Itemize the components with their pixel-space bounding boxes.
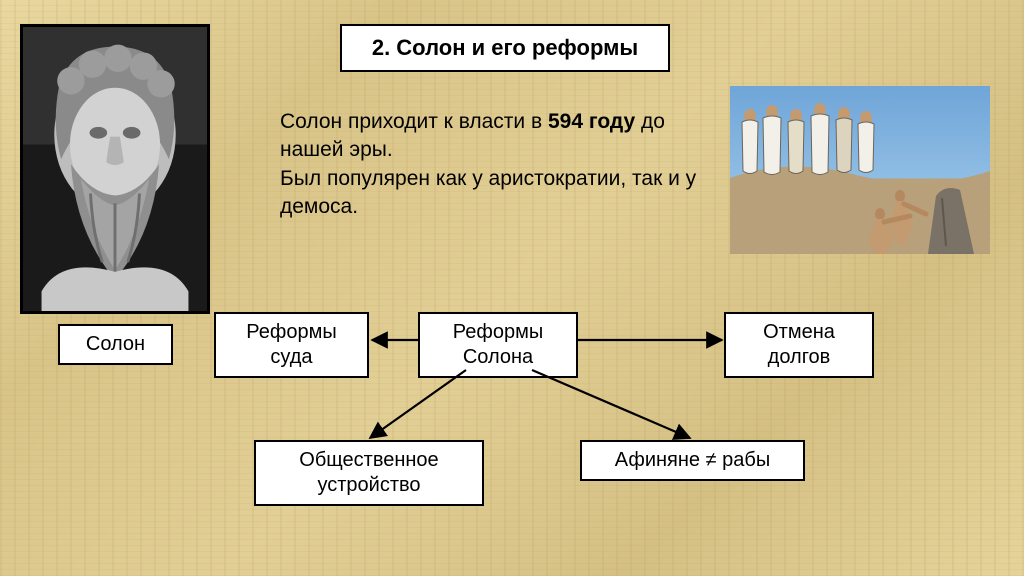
node-court-reform: Реформы суда (214, 312, 369, 378)
portrait-caption: Солон (58, 324, 173, 365)
node-debt-label: Отмена долгов (740, 320, 858, 370)
intro-paragraph-text: Солон приходит к власти в 594 году до на… (280, 110, 696, 218)
greek-scene-illustration (730, 86, 990, 254)
node-center-label: Реформы Солона (434, 320, 562, 370)
node-debt-cancel: Отмена долгов (724, 312, 874, 378)
node-court-label: Реформы суда (230, 320, 353, 370)
section-title: 2. Солон и его реформы (340, 24, 670, 72)
intro-paragraph: Солон приходит к власти в 594 году до на… (280, 108, 720, 221)
node-solon-reforms: Реформы Солона (418, 312, 578, 378)
section-title-text: 2. Солон и его реформы (372, 34, 638, 62)
node-athenians-not-slaves: Афиняне ≠ рабы (580, 440, 805, 481)
solon-portrait (20, 24, 210, 314)
portrait-caption-text: Солон (86, 332, 145, 357)
node-social-label: Общественное устройство (270, 448, 468, 498)
node-slaves-label: Афиняне ≠ рабы (615, 448, 770, 473)
node-social-order: Общественное устройство (254, 440, 484, 506)
